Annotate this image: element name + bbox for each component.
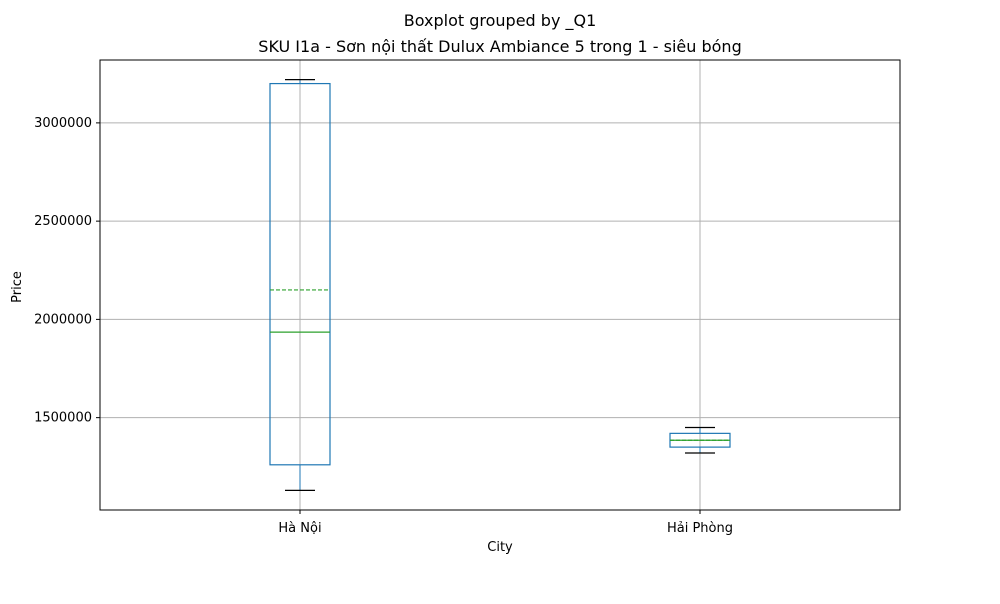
x-tick-label: Hà Nội [278,521,321,536]
box-iqr [269,82,331,466]
y-tick-label: 2500000 [34,214,92,229]
chart-suptitle: Boxplot grouped by _Q1 [404,11,597,31]
x-axis-label: City [487,540,513,555]
chart-title: SKU I1a - Sơn nội thất Dulux Ambiance 5 … [258,37,741,56]
y-axis-label: Price [10,271,25,303]
y-tick-label: 3000000 [34,116,92,131]
y-tick-label: 1500000 [34,411,92,426]
grid-lines [100,60,900,510]
boxes [269,79,731,491]
box-group [669,426,731,454]
plot-area-frame [99,59,901,511]
box-group [269,79,331,491]
axis-ticks: 1500000 2000000 2500000 3000000 Hà Nội Hải Ph… [34,116,733,536]
y-tick-label: 2000000 [34,312,92,327]
x-tick-label: Hải Phòng [667,521,733,536]
